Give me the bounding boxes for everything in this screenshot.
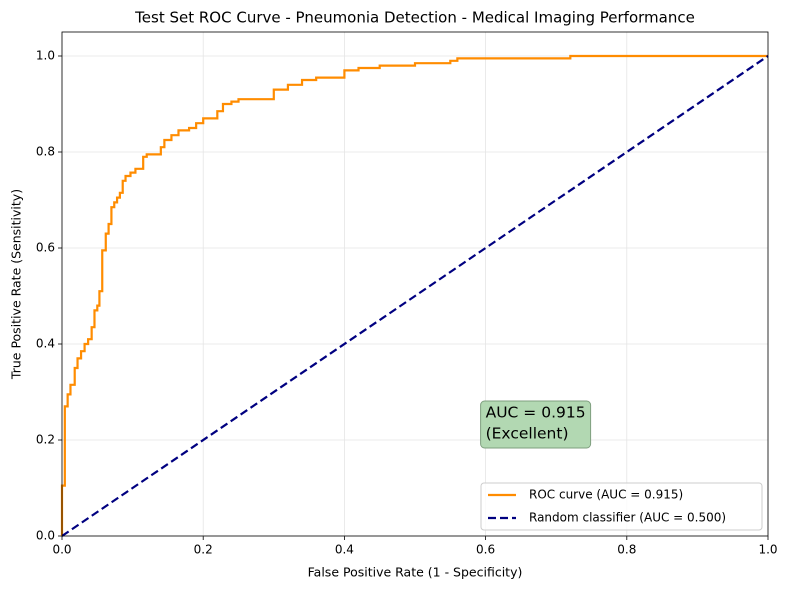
chart-title: Test Set ROC Curve - Pneumonia Detection…	[134, 9, 695, 27]
y-tick-label: 0.8	[36, 145, 55, 159]
series-line	[60, 54, 768, 536]
y-tick-label: 0.0	[36, 529, 55, 543]
x-tick-label: 0.6	[476, 543, 495, 557]
annotation: AUC = 0.915	[486, 404, 586, 422]
x-tick-label: 1.0	[758, 543, 777, 557]
legend-label: Random classifier (AUC = 0.500)	[529, 511, 726, 525]
y-tick-label: 0.4	[36, 337, 55, 351]
x-tick-label: 0.2	[194, 543, 213, 557]
plot-frame	[61, 31, 769, 537]
y-tick-label: 1.0	[36, 49, 55, 63]
series-line	[61, 55, 769, 537]
legend-box	[480, 482, 763, 531]
x-tick-label: 0.8	[617, 543, 636, 557]
annotation-box	[480, 400, 592, 449]
x-axis-label: False Positive Rate (1 - Specificity)	[308, 565, 523, 580]
y-tick-label: 0.2	[36, 433, 55, 447]
legend-label: ROC curve (AUC = 0.915)	[529, 488, 683, 502]
annotation: (Excellent)	[486, 425, 569, 443]
y-axis-label: True Positive Rate (Sensitivity)	[9, 189, 24, 380]
x-tick-label: 0.0	[52, 543, 71, 557]
y-tick-label: 0.6	[36, 241, 55, 255]
x-tick-label: 0.4	[335, 543, 354, 557]
